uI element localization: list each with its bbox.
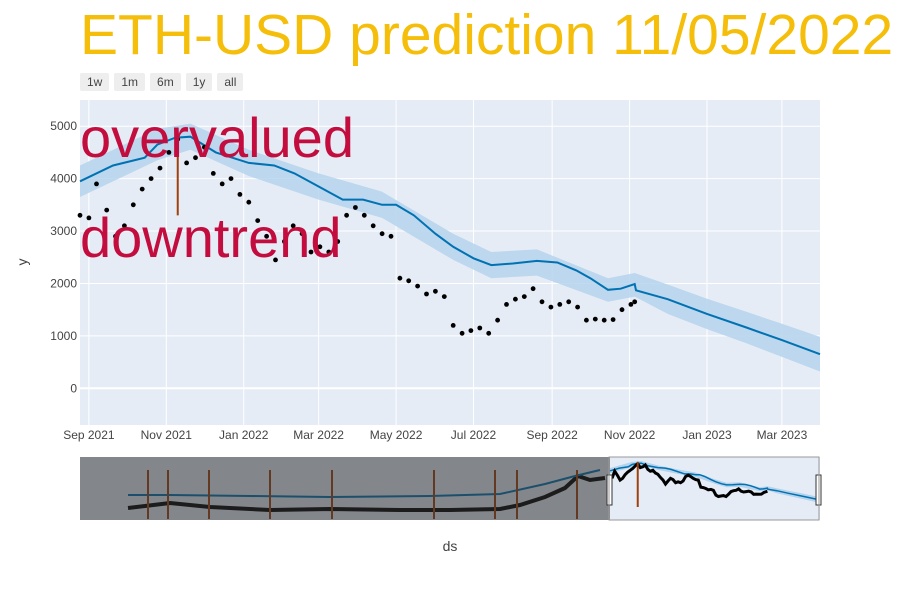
actual-point (308, 249, 314, 255)
actual-point (486, 330, 492, 336)
range-button-1y[interactable]: 1y (185, 73, 213, 91)
actual-point (290, 223, 296, 229)
chart-title: ETH-USD prediction 11/05/2022 (80, 3, 894, 67)
actual-point (459, 330, 465, 336)
actual-point (86, 215, 92, 221)
actual-point (632, 299, 638, 305)
actual-point (130, 202, 136, 208)
actual-point (157, 165, 163, 171)
uncertainty-band (80, 123, 820, 372)
actual-point (388, 233, 394, 239)
y-tick-label: 1000 (50, 329, 77, 343)
actual-point (175, 136, 181, 142)
actual-point (139, 186, 145, 192)
actual-point (255, 218, 261, 224)
actual-point (557, 302, 563, 307)
range-selector: 1w 1m 6m 1y all (80, 73, 244, 91)
actual-point (210, 171, 216, 176)
actual-point (219, 181, 225, 187)
actual-point (513, 296, 518, 302)
actual-point (344, 212, 349, 218)
actual-point (299, 231, 305, 237)
actual-point (548, 304, 554, 310)
actual-point (353, 205, 358, 210)
actual-point (539, 299, 545, 305)
actual-point (361, 212, 367, 218)
y-tick-label: 5000 (50, 119, 77, 133)
annotation-downtrend: downtrend (80, 206, 342, 269)
actual-point (584, 317, 589, 323)
navigator-window[interactable] (608, 456, 820, 521)
y-tick-label: 4000 (50, 172, 77, 186)
actual-point (433, 288, 438, 294)
actual-point (397, 275, 403, 281)
actual-point (415, 283, 420, 289)
actual-point (326, 249, 332, 255)
actual-point (113, 233, 118, 239)
x-tick-label: Jan 2022 (219, 428, 269, 442)
actual-point (237, 192, 243, 197)
actual-point (282, 239, 287, 244)
actual-point (379, 231, 385, 237)
actual-point (94, 181, 99, 187)
x-tick-label: Mar 2022 (293, 428, 344, 442)
range-button-6m[interactable]: 6m (150, 73, 181, 91)
x-tick-label: Jul 2022 (451, 428, 497, 442)
actual-point (601, 317, 607, 323)
actual-point (441, 294, 447, 299)
actual-point (424, 291, 429, 297)
navigator-actual (609, 461, 768, 499)
actual-point (246, 199, 252, 205)
actual-point (592, 316, 598, 322)
x-tick-label: Nov 2022 (604, 428, 656, 442)
y-tick-label: 3000 (50, 224, 77, 238)
y-tick-label: 2000 (50, 276, 77, 290)
range-button-1m[interactable]: 1m (114, 73, 146, 91)
y-axis-label: y (14, 259, 30, 266)
actual-point (148, 176, 154, 182)
actual-point (521, 294, 527, 299)
actual-point (619, 307, 625, 313)
x-tick-label: May 2022 (370, 428, 423, 442)
actual-point (504, 302, 509, 307)
actual-point (193, 155, 198, 161)
actual-point (566, 299, 572, 305)
actual-point (317, 244, 323, 250)
actual-point (166, 150, 172, 155)
actual-point (628, 302, 634, 307)
actual-point (495, 317, 500, 323)
x-axis-label: ds (443, 538, 458, 554)
x-tick-label: Jan 2023 (682, 428, 732, 442)
actual-point (530, 286, 536, 292)
actual-point (228, 176, 234, 182)
navigator-mask (80, 457, 610, 520)
annotation-overvalued: overvalued (80, 106, 354, 169)
actual-point (184, 160, 190, 166)
range-button-all[interactable]: all (217, 73, 244, 91)
actual-point (370, 223, 376, 229)
y-tick-label: 0 (70, 381, 77, 395)
range-button-1w[interactable]: 1w (80, 73, 110, 91)
actual-point (575, 304, 580, 310)
x-tick-label: Sep 2022 (526, 428, 578, 442)
x-tick-label: Sep 2021 (63, 428, 115, 442)
actual-point (335, 239, 341, 244)
actual-point (202, 144, 207, 150)
main-plot: 0 1000 2000 3000 4000 5000 Sep 2021 Nov 2021 Jan… (50, 100, 821, 442)
actual-point (264, 233, 269, 239)
actual-point (122, 223, 127, 229)
actual-point (450, 323, 456, 328)
forecast-line (79, 135, 821, 356)
x-tick-label: Mar 2023 (757, 428, 808, 442)
actual-point (104, 207, 110, 213)
actual-point (406, 278, 412, 284)
range-slider (80, 456, 822, 521)
actual-point (477, 325, 483, 331)
x-tick-label: Nov 2021 (141, 428, 193, 442)
actual-point (77, 212, 83, 218)
actual-point (468, 328, 474, 333)
actual-point (610, 317, 616, 322)
actual-point (273, 257, 278, 263)
